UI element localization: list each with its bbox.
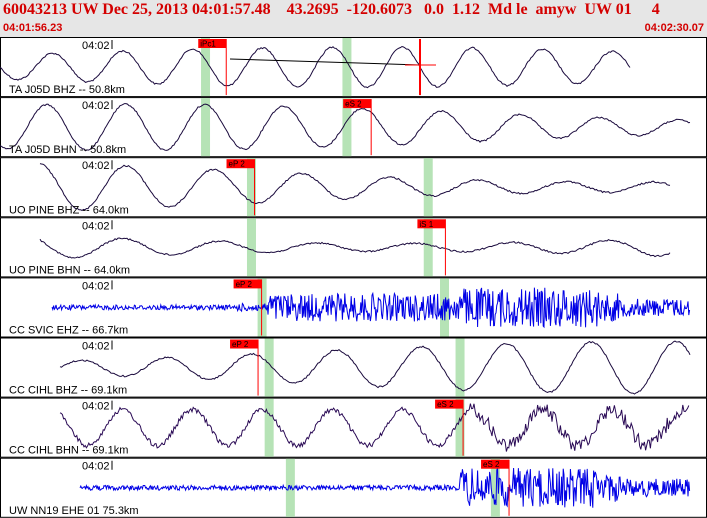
waveform-trace [59, 403, 690, 452]
pick-window [246, 218, 256, 277]
pick-window [201, 38, 211, 97]
pick-window [264, 338, 274, 397]
time-tick-label: 04:02 [82, 220, 110, 232]
pick-window [423, 218, 433, 277]
waveform-trace [39, 163, 671, 211]
time-tick-label: 04:02 [82, 100, 110, 112]
station-label: CC SVIC EHZ -- 66.7km [9, 325, 128, 337]
pick-flag[interactable] [417, 219, 446, 229]
waveform-trace [79, 467, 691, 508]
pick-label: eS 2 [483, 460, 500, 469]
pick-label: eS 2 [437, 400, 454, 409]
time-end-label: 04:02:30.07 [644, 22, 704, 34]
time-tick-label: 04:02 [82, 461, 110, 473]
time-tick-label: 04:02 [82, 160, 110, 172]
pick-window [490, 458, 500, 517]
waveform-trace [59, 340, 691, 395]
time-tick-label: 04:02 [82, 341, 110, 353]
trace-row[interactable]: 04:02 TA J05D BHZ -- 50.8km iPc1 [0, 37, 707, 98]
station-label: TA J05D BHN -- 50.8km [9, 144, 126, 156]
station-label: UO PINE BHZ -- 64.0km [9, 204, 129, 216]
station-label: UW NN19 EHE 01 75.3km [9, 505, 139, 517]
pick-window [264, 398, 274, 457]
pick-window [201, 98, 211, 157]
pick-window [423, 158, 433, 217]
event-header: 60043213 UW Dec 25, 2013 04:01:57.48 43.… [0, 0, 707, 37]
pick-flag[interactable] [481, 459, 510, 469]
pick-window [342, 38, 352, 97]
pick-flag[interactable] [435, 399, 464, 409]
pick-label: eP 2 [232, 340, 249, 349]
cursor-line [229, 58, 421, 66]
trace-row[interactable]: 04:02 TA J05D BHN -- 50.8km eS 2 [0, 97, 707, 158]
pick-label: eP 2 [236, 280, 253, 289]
pick-label: eS 2 [345, 100, 362, 109]
waveform-trace [0, 45, 631, 89]
time-tick-label: 04:02 [82, 401, 110, 413]
trace-row[interactable]: 04:02 UO PINE BHZ -- 64.0km eP 2 [0, 157, 707, 218]
pick-flag[interactable] [343, 99, 372, 109]
station-label: CC CIHL BHN -- 69.1km [9, 445, 128, 457]
pick-flag[interactable] [233, 279, 262, 289]
pick-label: iPc1 [200, 40, 216, 49]
waveform-trace [39, 237, 671, 259]
time-tick-label: 04:02 [82, 280, 110, 292]
pick-label: eP 2 [229, 160, 246, 169]
pick-window [455, 398, 465, 457]
station-label: CC CIHL BHZ -- 69.1km [9, 385, 127, 397]
pick-flag[interactable] [198, 39, 227, 48]
time-start-label: 04:01:56.23 [3, 22, 63, 34]
station-label: TA J05D BHZ -- 50.8km [9, 84, 125, 96]
trace-row[interactable]: 04:02 CC CIHL BHZ -- 69.1km eP 2 [0, 337, 707, 398]
pick-label: iS 1 [419, 220, 433, 229]
waveform-trace [0, 103, 691, 152]
event-title: 60043213 UW Dec 25, 2013 04:01:57.48 43.… [3, 1, 660, 18]
trace-row[interactable]: 04:02 UO PINE BHN -- 64.0km iS 1 [0, 217, 707, 278]
time-tick-label: 04:02 [82, 40, 110, 52]
pick-window [455, 338, 465, 397]
station-label: UO PINE BHN -- 64.0km [9, 264, 130, 276]
pick-window [246, 158, 256, 217]
waveform-trace [51, 287, 691, 329]
pick-window [342, 98, 352, 157]
trace-panel-stack[interactable]: 04:02 TA J05D BHZ -- 50.8km iPc1 04:02 TA J0… [0, 37, 707, 518]
pick-flag[interactable] [226, 159, 255, 169]
pick-flag[interactable] [230, 339, 259, 349]
trace-row[interactable]: 04:02 UW NN19 EHE 01 75.3km eS 2 [0, 457, 707, 518]
trace-row[interactable]: 04:02 CC CIHL BHN -- 69.1km eS 2 [0, 397, 707, 458]
trace-row[interactable]: 04:02 CC SVIC EHZ -- 66.7km eP 2 [0, 277, 707, 338]
